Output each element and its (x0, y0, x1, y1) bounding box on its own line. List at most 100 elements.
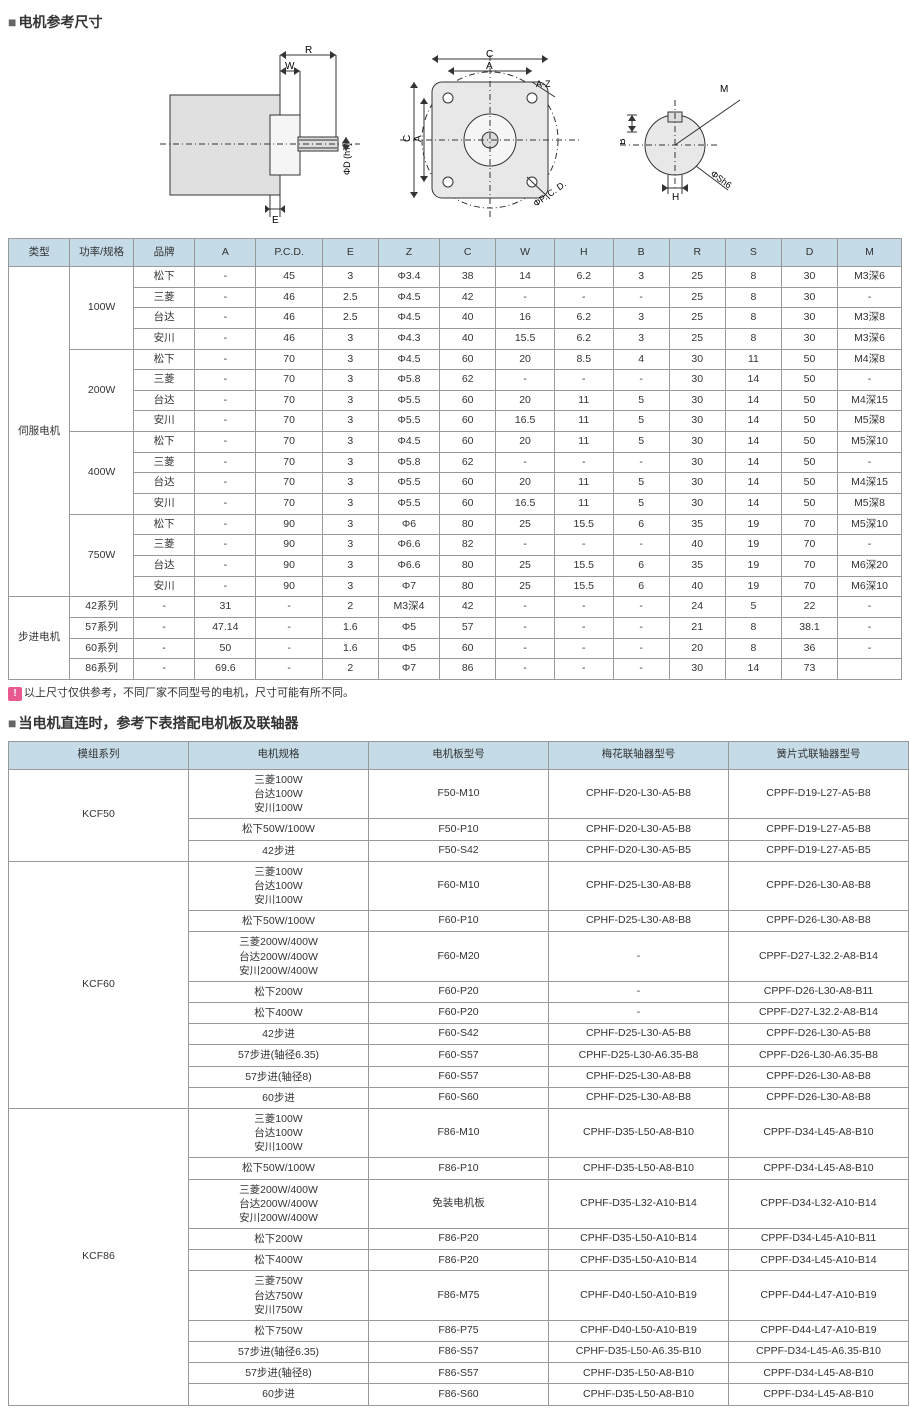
t2-header-cell: 电机板型号 (369, 741, 549, 769)
shaft-diagram: M B H ΦSh6 (620, 70, 750, 200)
t1-cell: 14 (725, 659, 781, 680)
t1-cell: 3 (322, 411, 378, 432)
t2-cell: CPHF-D35-L50-A8-B10 (549, 1158, 729, 1179)
t1-cell: M5深8 (838, 411, 902, 432)
t1-cell: 90 (256, 535, 322, 556)
t1-header-cell: E (322, 239, 378, 267)
t2-cell: F60-M20 (369, 932, 549, 982)
t2-series-cell: KCF50 (9, 769, 189, 861)
t1-cell: M3深6 (838, 328, 902, 349)
t1-cell: 50 (781, 452, 837, 473)
t2-cell: CPPF-D26-L30-A8-B11 (729, 981, 909, 1002)
t2-cell: CPPF-D44-L47-A10-B19 (729, 1271, 909, 1321)
t1-type-cell: 伺服电机 (9, 267, 70, 597)
section-title-1: 电机参考尺寸 (8, 12, 902, 32)
t1-cell: 15.5 (554, 576, 613, 597)
t1-cell: - (134, 638, 195, 659)
label-H: H (672, 192, 679, 200)
t2-cell: F86-S60 (369, 1384, 549, 1405)
t1-cell: 70 (256, 411, 322, 432)
t1-cell: - (613, 370, 669, 391)
t1-cell: 30 (669, 659, 725, 680)
t2-cell: CPPF-D26-L30-A8-B8 (729, 1066, 909, 1087)
t2-spec-cell: 三菱200W/400W台达200W/400W安川200W/400W (189, 932, 369, 982)
label-S: ΦSh6 (709, 169, 734, 191)
t1-cell: Φ3.4 (378, 267, 439, 288)
label-E: E (272, 215, 279, 225)
label-R: R (305, 45, 312, 56)
t1-header-cell: S (725, 239, 781, 267)
t1-cell: 60 (440, 638, 496, 659)
t2-cell: CPHF-D35-L50-A8-B10 (549, 1108, 729, 1158)
t2-cell: CPHF-D25-L30-A6.35-B8 (549, 1045, 729, 1066)
t1-header-cell: P.C.D. (256, 239, 322, 267)
t2-cell: CPPF-D34-L45-A6.35-B10 (729, 1342, 909, 1363)
t2-cell: F50-S42 (369, 840, 549, 861)
t1-header-cell: 功率/规格 (70, 239, 134, 267)
t1-cell: 6.2 (554, 267, 613, 288)
t1-cell: 5 (613, 473, 669, 494)
t1-cell: 50 (781, 411, 837, 432)
t1-cell: 40 (669, 576, 725, 597)
t1-cell: 3 (322, 514, 378, 535)
t2-cell: CPHF-D40-L50-A10-B19 (549, 1320, 729, 1341)
t1-cell: 8 (725, 308, 781, 329)
t2-spec-cell: 松下200W (189, 981, 369, 1002)
t1-cell: M4深8 (838, 349, 902, 370)
t2-cell: - (549, 1003, 729, 1024)
t1-cell: 5 (613, 411, 669, 432)
t1-cell: 松下 (134, 514, 195, 535)
t1-cell: 30 (669, 349, 725, 370)
t1-cell: 3 (322, 555, 378, 576)
t1-cell: 40 (669, 535, 725, 556)
t1-cell: Φ4.5 (378, 432, 439, 453)
t1-cell: 三菱 (134, 370, 195, 391)
t1-cell: 24 (669, 597, 725, 618)
t1-cell: 11 (554, 411, 613, 432)
t2-cell: CPPF-D44-L47-A10-B19 (729, 1320, 909, 1341)
t2-spec-cell: 三菱100W台达100W安川100W (189, 861, 369, 911)
t1-cell: 25 (669, 287, 725, 308)
t1-cell: 5 (725, 597, 781, 618)
t1-cell: 73 (781, 659, 837, 680)
t1-cell: 57 (440, 617, 496, 638)
t1-cell: 50 (781, 370, 837, 391)
t2-cell: CPHF-D25-L30-A8-B8 (549, 911, 729, 932)
t1-cell: M3深6 (838, 267, 902, 288)
t1-cell: - (496, 638, 555, 659)
t1-cell: 25 (496, 514, 555, 535)
t2-cell: CPPF-D27-L32.2-A8-B14 (729, 932, 909, 982)
t1-cell: 3 (322, 576, 378, 597)
t1-cell: 30 (781, 328, 837, 349)
t2-cell: CPPF-D26-L30-A8-B8 (729, 1087, 909, 1108)
t2-cell: F86-P20 (369, 1250, 549, 1271)
t1-cell: 3 (322, 452, 378, 473)
label-A-left: A (413, 135, 424, 142)
t1-cell: 4 (613, 349, 669, 370)
t1-header-cell: M (838, 239, 902, 267)
t1-cell: 90 (256, 555, 322, 576)
t1-cell: Φ5.8 (378, 370, 439, 391)
t2-cell: 免装电机板 (369, 1179, 549, 1229)
t1-cell: 25 (669, 308, 725, 329)
t1-cell: 60 (440, 494, 496, 515)
t1-cell: 90 (256, 576, 322, 597)
t1-cell: M3深4 (378, 597, 439, 618)
t1-cell: - (195, 514, 256, 535)
t2-cell: CPHF-D25-L30-A5-B8 (549, 1024, 729, 1045)
t2-cell: F60-S42 (369, 1024, 549, 1045)
t1-cell: 2.5 (322, 308, 378, 329)
t1-cell: 20 (496, 473, 555, 494)
t1-cell: 30 (669, 494, 725, 515)
t1-cell: 5 (613, 432, 669, 453)
t1-cell: 50 (195, 638, 256, 659)
t1-cell: 3 (322, 535, 378, 556)
note: !以上尺寸仅供参考，不同厂家不同型号的电机，尺寸可能有所不同。 (8, 684, 902, 701)
t1-cell: - (256, 617, 322, 638)
t1-cell: - (496, 597, 555, 618)
t1-header-cell: H (554, 239, 613, 267)
diagram-area: R W E ΦD (h7) C A A-Z (8, 40, 902, 230)
t1-cell: 30 (669, 473, 725, 494)
t1-cell: 14 (725, 452, 781, 473)
t1-cell: 2.5 (322, 287, 378, 308)
